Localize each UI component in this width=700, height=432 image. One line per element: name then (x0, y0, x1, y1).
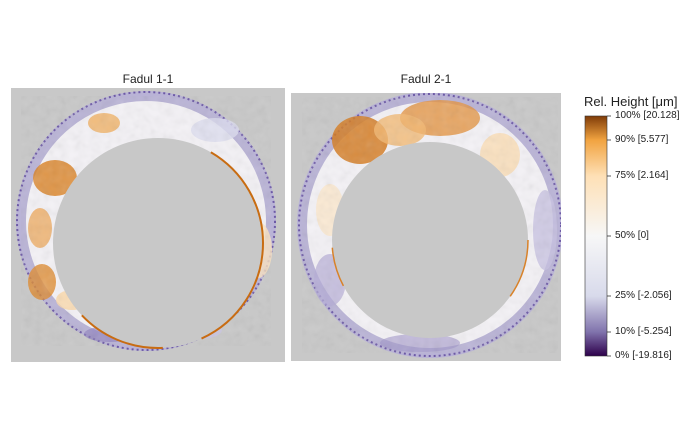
ring-surface (16, 91, 276, 351)
ring-surface (297, 93, 561, 358)
colorbar-ticks (607, 115, 611, 357)
panel-fadul-2-1 (291, 93, 561, 361)
panel-title-1: Fadul 1-1 (122, 72, 174, 86)
ring-hole (332, 142, 528, 338)
colorbar-title: Rel. Height [μm] (584, 94, 678, 109)
panel-title-2: Fadul 2-1 (400, 72, 452, 86)
colorbar-tick-label: 100% [20.128] (615, 110, 680, 121)
colorbar-tick-label: 90% [5.577] (615, 134, 669, 145)
colorbar-tick-label: 75% [2.164] (615, 170, 669, 181)
colorbar-tick-label: 25% [-2.056] (615, 290, 672, 301)
panel-fadul-1-1 (11, 88, 285, 362)
colorbar-tick-label: 50% [0] (615, 230, 649, 241)
colorbar-ramp (584, 115, 608, 357)
ring-hole (53, 138, 263, 348)
colorbar (584, 115, 611, 357)
colorbar-tick-label: 0% [-19.816] (615, 350, 672, 361)
colorbar-tick-label: 10% [-5.254] (615, 326, 672, 337)
